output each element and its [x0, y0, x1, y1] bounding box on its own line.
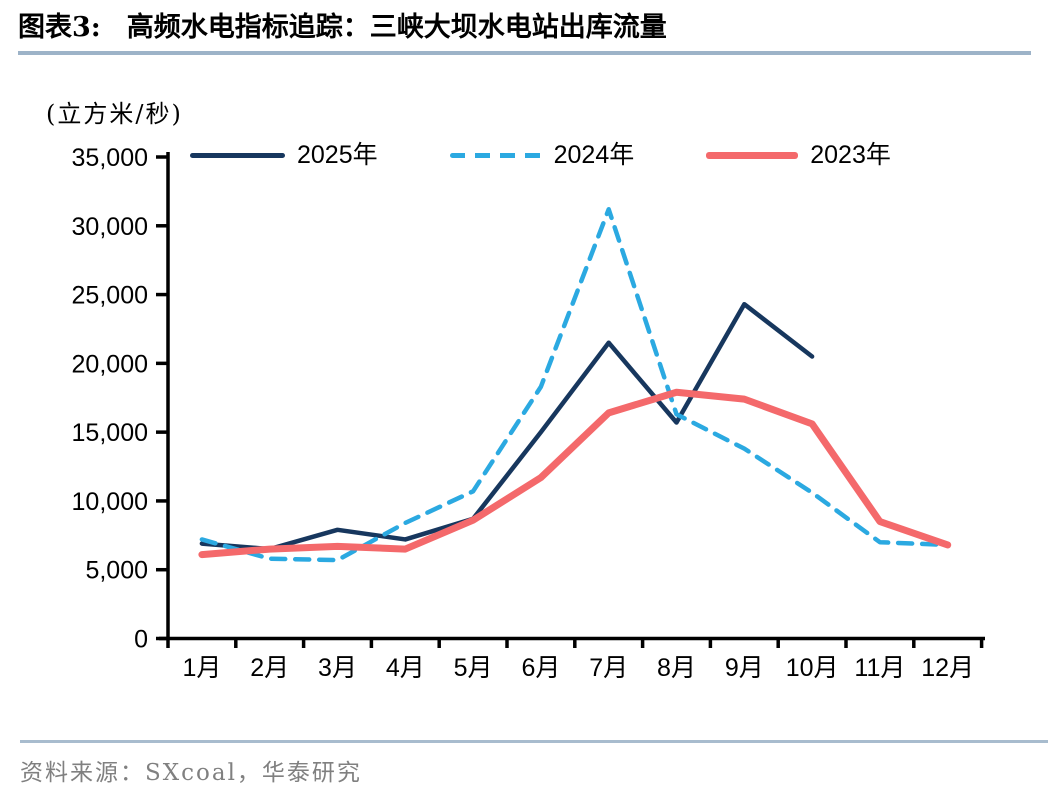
x-tick-label: 1月 [182, 654, 221, 682]
x-tick-label: 2月 [250, 654, 289, 682]
x-tick-label: 10月 [786, 654, 839, 682]
x-tick-label: 9月 [725, 654, 764, 682]
footer-rule [20, 740, 1048, 743]
y-tick-label: 25,000 [72, 282, 148, 310]
legend-line-sample-2025 [190, 152, 285, 158]
y-tick-label: 10,000 [72, 488, 148, 516]
legend-line-sample-2024 [449, 152, 542, 158]
legend-label-2023: 2023年 [810, 141, 891, 169]
legend-label-2025: 2025年 [297, 141, 378, 169]
legend-item-2024: 2024年 [449, 140, 635, 170]
figure-header: 图表3: 高频水电指标追踪：三峡大坝水电站出库流量 [18, 8, 1032, 48]
y-tick-label: 35,000 [72, 144, 148, 172]
series-line-2023年 [198, 388, 952, 559]
x-tick-label: 12月 [921, 654, 974, 682]
y-tick-label: 5,000 [85, 557, 148, 585]
legend-line-sample-2023 [706, 151, 799, 159]
series-line-2024年 [199, 207, 950, 563]
legend-label-2024: 2024年 [553, 141, 635, 169]
figure-label: 图表3: [18, 12, 101, 43]
x-tick-label: 11月 [854, 654, 905, 682]
legend-item-2023: 2023年 [706, 140, 891, 170]
x-tick-label: 6月 [521, 654, 560, 682]
y-axis-unit-label: (立方米/秒) [46, 100, 183, 128]
chart-legend: 2025年 2024年 2023年 [190, 140, 891, 170]
legend-item-2025: 2025年 [190, 140, 378, 170]
figure-title: 高频水电指标追踪：三峡大坝水电站出库流量 [126, 12, 667, 43]
title-underline-rule [18, 51, 1031, 55]
y-tick-label: 30,000 [72, 213, 148, 241]
y-tick-label: 20,000 [72, 350, 148, 378]
x-tick-label: 4月 [386, 654, 425, 682]
y-tick-label: 15,000 [72, 419, 148, 447]
series-line-2025年 [199, 301, 815, 552]
y-tick-label: 0 [134, 626, 148, 654]
x-tick-label: 5月 [454, 654, 493, 682]
x-tick-label: 3月 [318, 654, 357, 682]
x-tick-label: 7月 [589, 654, 628, 682]
source-text: 资料来源：SXcoal，华泰研究 [20, 760, 362, 786]
x-tick-label: 8月 [657, 654, 696, 682]
